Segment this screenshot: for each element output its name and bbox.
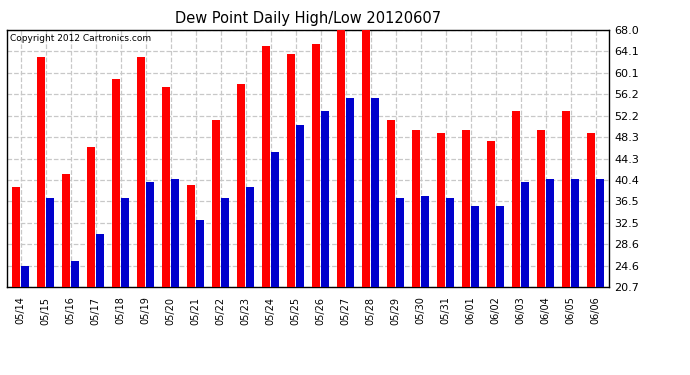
Bar: [437, 133, 445, 287]
Bar: [362, 30, 370, 287]
Bar: [12, 188, 20, 287]
Text: Copyright 2012 Cartronics.com: Copyright 2012 Cartronics.com: [10, 34, 151, 43]
Bar: [587, 133, 595, 287]
Bar: [596, 179, 604, 287]
Bar: [287, 54, 295, 287]
Bar: [271, 152, 279, 287]
Bar: [346, 98, 354, 287]
Title: Dew Point Daily High/Low 20120607: Dew Point Daily High/Low 20120607: [175, 11, 441, 26]
Bar: [337, 30, 345, 287]
Bar: [371, 98, 379, 287]
Bar: [237, 84, 245, 287]
Bar: [387, 120, 395, 287]
Bar: [496, 207, 504, 287]
Bar: [421, 196, 429, 287]
Bar: [87, 147, 95, 287]
Bar: [171, 179, 179, 287]
Bar: [37, 57, 45, 287]
Bar: [562, 111, 570, 287]
Bar: [187, 185, 195, 287]
Bar: [262, 46, 270, 287]
Bar: [221, 198, 229, 287]
Bar: [462, 130, 470, 287]
Bar: [396, 198, 404, 287]
Bar: [62, 174, 70, 287]
Bar: [321, 111, 329, 287]
Bar: [121, 198, 129, 287]
Bar: [487, 141, 495, 287]
Bar: [521, 182, 529, 287]
Bar: [196, 220, 204, 287]
Bar: [146, 182, 154, 287]
Bar: [21, 266, 29, 287]
Bar: [162, 87, 170, 287]
Bar: [512, 111, 520, 287]
Bar: [537, 130, 545, 287]
Bar: [312, 44, 320, 287]
Bar: [296, 125, 304, 287]
Bar: [246, 188, 254, 287]
Bar: [137, 57, 145, 287]
Bar: [112, 79, 120, 287]
Bar: [71, 261, 79, 287]
Bar: [96, 234, 104, 287]
Bar: [46, 198, 54, 287]
Bar: [546, 179, 554, 287]
Bar: [446, 198, 454, 287]
Bar: [412, 130, 420, 287]
Bar: [471, 207, 479, 287]
Bar: [571, 179, 579, 287]
Bar: [212, 120, 220, 287]
